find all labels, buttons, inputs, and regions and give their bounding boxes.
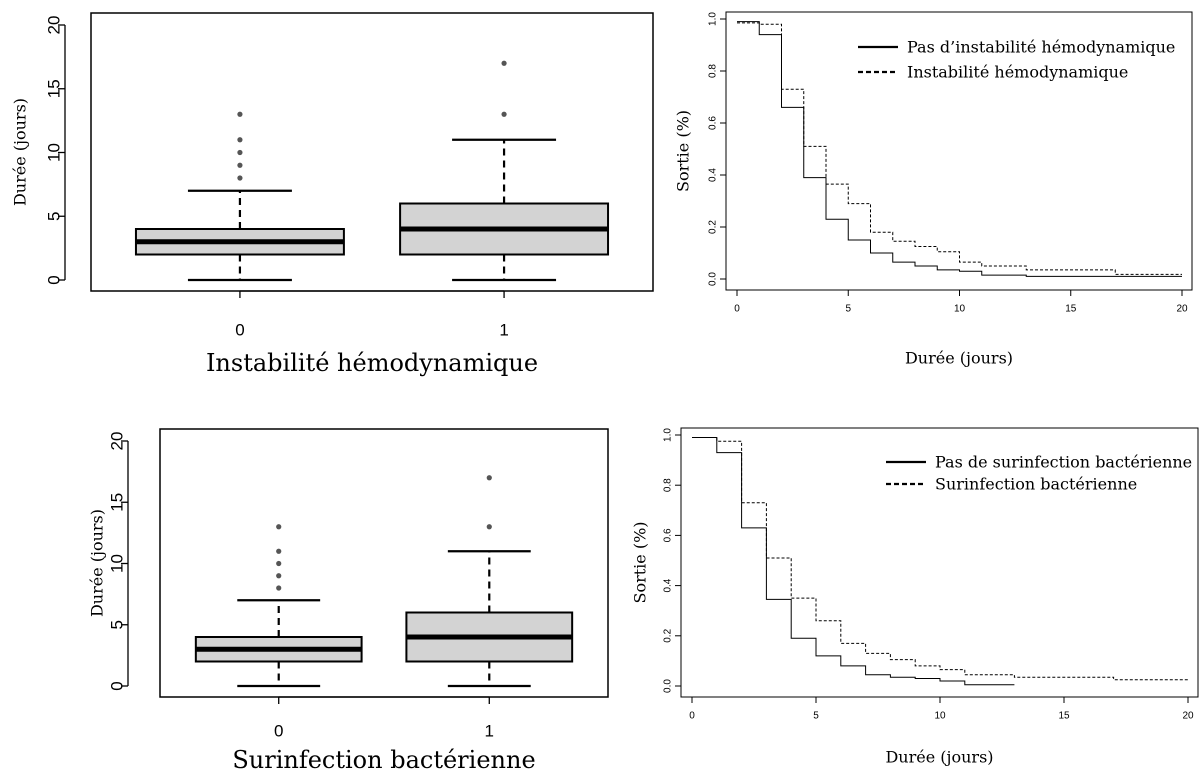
y-tick-label: 5: [45, 212, 64, 221]
outlier-point: [276, 524, 282, 530]
x-tick-label: 0: [734, 304, 740, 315]
y-tick-label: 15: [108, 493, 127, 512]
outlier-point: [501, 111, 507, 117]
chart-panel-2: 0.0 0.2 0.4 0.6 0.8 1.0 0 5 10 15 20 Durée (jours) S…: [674, 11, 1193, 368]
x-axis-label: Instabilité hémodynamique: [206, 349, 538, 377]
outlier-point: [486, 524, 492, 530]
x-tick-label: 0: [689, 711, 695, 722]
survival-curve-2: [737, 22, 1182, 275]
x-tick-label: 0: [235, 321, 244, 340]
outlier-point: [276, 585, 282, 591]
y-tick-label: 0.0: [708, 272, 719, 286]
survival-curve-1: [737, 21, 1182, 277]
x-axis-label: Surinfection bactérienne: [232, 746, 535, 769]
outlier-point: [276, 548, 282, 554]
x-axis-label: Durée (jours): [905, 349, 1013, 368]
x-tick-label: 1: [499, 321, 508, 340]
outlier-point: [486, 475, 492, 481]
x-tick-label: 15: [1058, 711, 1070, 722]
x-tick-label: 10: [934, 711, 946, 722]
chart-panel-4: 0.0 0.2 0.4 0.6 0.8 1.0 0 5 10 15 20 Durée (jours) S…: [631, 427, 1199, 767]
outlier-point: [276, 573, 282, 579]
x-tick-label: 5: [813, 711, 819, 722]
x-tick-label: 20: [1176, 304, 1188, 315]
y-tick-label: 10: [108, 554, 127, 573]
y-axis-label: Durée (jours): [11, 98, 30, 206]
y-axis-label: Sortie (%): [631, 521, 650, 603]
y-tick-label: 0: [108, 681, 127, 690]
survival-curve-1: [692, 437, 1015, 686]
outlier-point: [237, 149, 243, 156]
y-tick-label: 5: [108, 620, 127, 629]
outlier-point: [237, 137, 243, 143]
y-tick-label: 0.4: [708, 168, 719, 182]
x-axis-label: Durée (jours): [885, 748, 993, 767]
y-tick-label: 0.2: [663, 628, 674, 642]
legend-label: Pas de surinfection bactérienne: [935, 453, 1192, 472]
x-tick-label: 0: [274, 722, 283, 741]
legend-label: Pas d’instabilité hémodynamique: [907, 38, 1175, 57]
y-tick-label: 10: [45, 143, 64, 162]
survival-curve-2: [692, 437, 1188, 681]
y-tick-label: 0.8: [663, 478, 674, 492]
y-tick-label: 0.0: [663, 679, 674, 693]
y-tick-label: 20: [108, 432, 127, 451]
y-tick-label: 20: [45, 16, 64, 35]
y-axis-label: Sortie (%): [674, 110, 693, 192]
outlier-point: [501, 60, 507, 66]
y-tick-label: 0.6: [663, 528, 674, 542]
y-tick-label: 0.4: [663, 578, 674, 592]
outlier-point: [237, 111, 243, 117]
y-tick-label: 1.0: [708, 12, 719, 26]
y-axis-label: Durée (jours): [88, 509, 107, 617]
chart-panel-3: 0 5 10 15 20 Durée (jours) 0 1 Surinfection bact…: [88, 428, 609, 769]
x-tick-label: 15: [1065, 304, 1077, 315]
y-tick-label: 0.6: [708, 116, 719, 130]
y-tick-label: 0: [45, 275, 64, 284]
x-tick-label: 10: [954, 304, 966, 315]
outlier-point: [276, 560, 282, 567]
outlier-point: [237, 175, 243, 181]
x-tick-label: 5: [845, 304, 851, 315]
outlier-point: [237, 162, 243, 168]
x-tick-label: 20: [1182, 711, 1194, 722]
y-tick-label: 0.8: [708, 64, 719, 78]
x-tick-label: 1: [485, 722, 494, 741]
legend-label: Surinfection bactérienne: [935, 475, 1137, 494]
y-tick-label: 0.2: [708, 220, 719, 234]
legend-label: Instabilité hémodynamique: [907, 63, 1128, 82]
y-tick-label: 1.0: [663, 428, 674, 442]
y-tick-label: 15: [45, 79, 64, 98]
chart-panel-1: 0 5 10 15 20 Durée (jours) 0 1 Instabilité hémod…: [11, 12, 654, 377]
